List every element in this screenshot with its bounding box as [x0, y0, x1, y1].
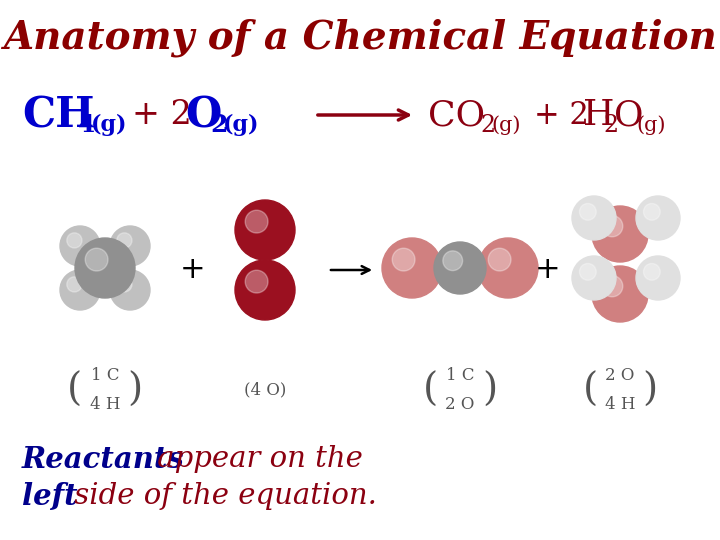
- Text: 1 C: 1 C: [91, 367, 120, 384]
- Text: CO: CO: [428, 98, 485, 132]
- Circle shape: [601, 275, 623, 297]
- Circle shape: [443, 251, 463, 271]
- Text: ): ): [482, 372, 498, 408]
- Text: +: +: [180, 255, 206, 285]
- Text: CH: CH: [22, 94, 94, 136]
- Text: 4 H: 4 H: [605, 396, 635, 413]
- Text: (g): (g): [491, 115, 521, 135]
- Text: 2 O: 2 O: [445, 396, 474, 413]
- Text: (g): (g): [636, 115, 665, 135]
- Text: O: O: [614, 98, 644, 132]
- Circle shape: [392, 248, 415, 271]
- Circle shape: [67, 233, 82, 248]
- Text: (: (: [423, 372, 438, 408]
- Text: (g): (g): [91, 114, 127, 136]
- Text: appear on the: appear on the: [148, 445, 363, 473]
- Circle shape: [478, 238, 538, 298]
- Circle shape: [117, 233, 132, 248]
- Circle shape: [601, 215, 623, 237]
- Circle shape: [644, 264, 660, 280]
- Text: 2: 2: [210, 113, 228, 137]
- Text: ): ): [642, 372, 657, 408]
- Circle shape: [644, 204, 660, 220]
- Circle shape: [572, 256, 616, 300]
- Circle shape: [572, 196, 616, 240]
- Circle shape: [636, 196, 680, 240]
- Text: ): ): [127, 372, 143, 408]
- Circle shape: [60, 270, 100, 310]
- Circle shape: [246, 270, 268, 293]
- Text: side of the equation.: side of the equation.: [65, 482, 377, 510]
- Circle shape: [580, 204, 596, 220]
- Text: 2 O: 2 O: [606, 367, 635, 384]
- Text: (: (: [68, 372, 83, 408]
- Circle shape: [382, 238, 442, 298]
- Circle shape: [235, 200, 295, 260]
- Text: (: (: [582, 372, 598, 408]
- Circle shape: [110, 270, 150, 310]
- Text: +: +: [535, 255, 561, 285]
- Text: left: left: [22, 482, 78, 511]
- Text: 4: 4: [78, 113, 95, 137]
- Circle shape: [592, 206, 648, 262]
- Text: + 2: + 2: [534, 99, 589, 131]
- Circle shape: [246, 210, 268, 233]
- Text: O: O: [185, 94, 221, 136]
- Circle shape: [117, 277, 132, 292]
- Circle shape: [235, 260, 295, 320]
- Circle shape: [580, 264, 596, 280]
- Circle shape: [110, 226, 150, 266]
- Text: (g): (g): [223, 114, 259, 136]
- Circle shape: [67, 277, 82, 292]
- Text: 4 H: 4 H: [90, 396, 120, 413]
- Text: 1 C: 1 C: [446, 367, 474, 384]
- Circle shape: [636, 256, 680, 300]
- Circle shape: [592, 266, 648, 322]
- Circle shape: [434, 242, 486, 294]
- Circle shape: [85, 248, 108, 271]
- Text: + 2: + 2: [132, 99, 192, 131]
- Text: Reactants: Reactants: [22, 445, 185, 474]
- Text: 2: 2: [480, 113, 495, 137]
- Text: Anatomy of a Chemical Equation: Anatomy of a Chemical Equation: [3, 19, 717, 57]
- Text: 2: 2: [603, 113, 618, 137]
- Text: H: H: [583, 98, 614, 132]
- Circle shape: [75, 238, 135, 298]
- Text: (4 O): (4 O): [244, 381, 286, 399]
- Circle shape: [488, 248, 511, 271]
- Circle shape: [60, 226, 100, 266]
